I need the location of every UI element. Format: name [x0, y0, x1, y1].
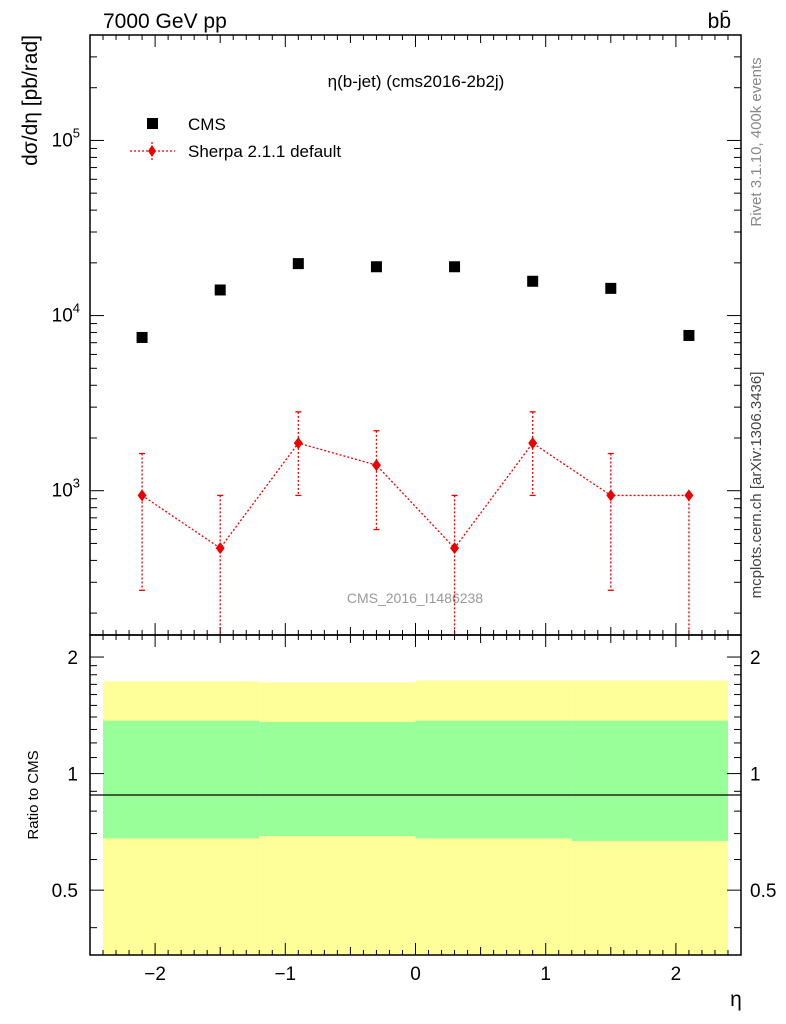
main-panel: 103 104 105 η(b-jet) (cms2016-2b2j) CMS_20…: [19, 34, 742, 636]
cms-point: [605, 282, 617, 294]
ratio-band-inner: [259, 721, 416, 836]
ratio-y-tick-label: 0.5: [52, 881, 78, 902]
sherpa-point: [684, 489, 694, 502]
header-left-label: 7000 GeV pp: [103, 10, 227, 33]
ratio-y-tick-label: 1: [750, 765, 761, 786]
cms-point: [136, 331, 148, 343]
main-axis-ticks: 103 104 105: [52, 34, 742, 635]
cms-point: [683, 329, 695, 341]
ratio-axis-ticks: −2 −1 0 1 2 0.5 0.5 1 1 2 2: [52, 635, 776, 985]
legend-marker-cms: [147, 118, 158, 129]
ratio-y-tick-label: 2: [67, 648, 78, 669]
ratio-y-tick-label: 2: [750, 648, 761, 669]
main-series: [136, 258, 695, 635]
cms-point: [527, 275, 539, 287]
legend: CMS Sherpa 2.1.1 default: [130, 115, 341, 161]
sherpa-point: [450, 542, 460, 555]
ratio-y-axis-label: Ratio to CMS: [25, 750, 42, 839]
main-title: η(b-jet) (cms2016-2b2j): [328, 72, 505, 91]
y-axis-label: dσ/dη [pb/rad]: [19, 35, 42, 166]
ratio-band-inner: [571, 720, 728, 841]
x-axis-label: η: [730, 988, 742, 1011]
x-tick-label: 1: [540, 964, 551, 985]
y-tick-label: 105: [52, 125, 80, 151]
rivet-label: Rivet 3.1.10, 400k events: [748, 57, 765, 226]
header-right-label: bb̄: [708, 10, 731, 33]
cms-point: [370, 261, 382, 273]
x-tick-label: −1: [274, 964, 296, 985]
x-tick-label: −2: [144, 964, 166, 985]
sherpa-point: [293, 437, 303, 450]
ratio-band-inner: [103, 720, 260, 839]
ratio-y-tick-label: 0.5: [750, 881, 776, 902]
sherpa-point: [215, 542, 225, 555]
cms-point: [214, 284, 226, 296]
legend-label-sherpa: Sherpa 2.1.1 default: [188, 142, 341, 161]
legend-label-cms: CMS: [188, 115, 226, 134]
x-tick-label: 2: [671, 964, 682, 985]
y-tick-label: 104: [52, 301, 80, 327]
sherpa-point: [606, 489, 616, 502]
sherpa-point: [371, 459, 381, 472]
watermark: CMS_2016_I1486238: [347, 590, 483, 606]
legend-marker-sherpa: [148, 145, 156, 157]
sherpa-line: [141, 442, 689, 550]
y-tick-label: 103: [52, 476, 80, 502]
sherpa-point: [137, 489, 147, 502]
ratio-panel: −2 −1 0 1 2 0.5 0.5 1 1 2 2 Ratio to CMS η: [25, 634, 776, 1011]
cms-point: [292, 258, 304, 270]
sherpa-point: [528, 437, 538, 450]
ratio-y-tick-label: 1: [67, 765, 78, 786]
x-tick-label: 0: [410, 964, 421, 985]
ratio-band-inner: [415, 720, 572, 839]
mcplots-label: mcplots.cern.ch [arXiv:1306.3436]: [748, 372, 765, 599]
cms-point: [449, 261, 461, 273]
